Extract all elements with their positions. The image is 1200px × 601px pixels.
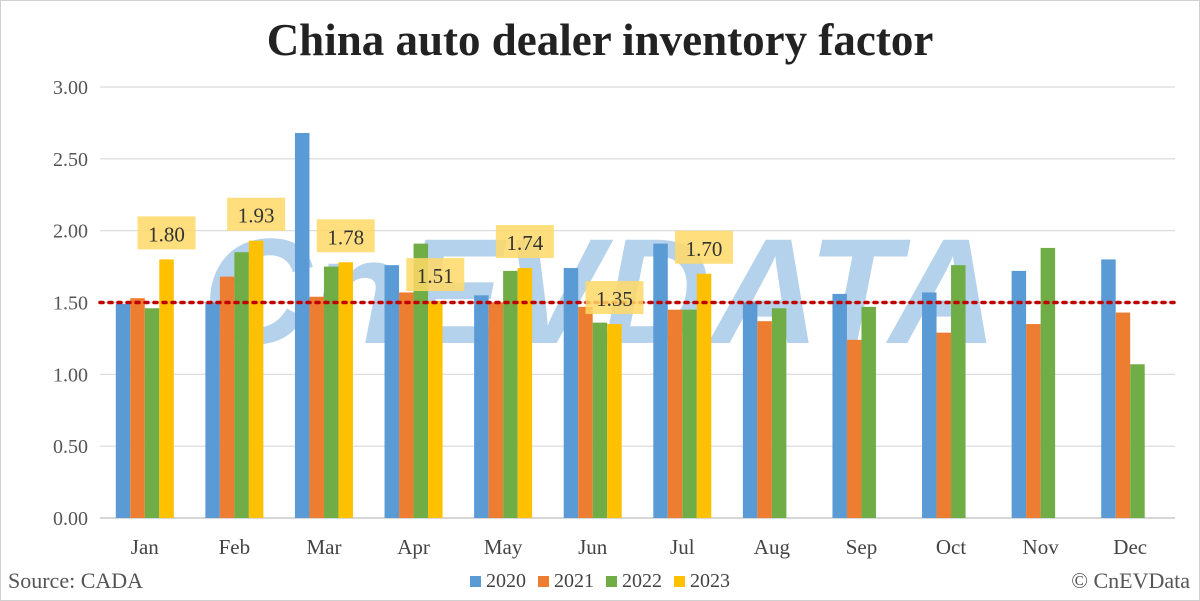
data-label: 1.80: [148, 222, 185, 246]
bar-2020-Mar: [294, 132, 310, 518]
bar-2021-Mar: [309, 296, 324, 518]
bar-2023-May: [517, 268, 533, 518]
legend-label: 2022: [622, 570, 662, 592]
bar-2021-Aug: [757, 321, 772, 518]
bar-2021-Feb: [219, 276, 235, 518]
y-tick-label: 1.50: [53, 293, 88, 315]
bar-2020-Aug: [742, 302, 758, 518]
source-note: Source: CADA: [8, 568, 144, 593]
bar-2022-Dec: [1130, 364, 1145, 518]
bar-2022-Mar: [323, 266, 339, 518]
bar-2021-Oct: [936, 332, 952, 518]
copyright-note: © CnEVData: [1071, 568, 1190, 593]
data-label: 1.93: [238, 204, 275, 228]
bar-2023-Jan: [159, 259, 174, 518]
bar-2021-Nov: [1026, 324, 1041, 518]
bar-2020-Apr: [384, 265, 400, 518]
bar-2022-Feb: [234, 252, 249, 518]
legend-swatch: [606, 576, 617, 587]
bar-2021-Sep: [846, 339, 862, 518]
x-tick-label: Dec: [1113, 535, 1147, 559]
x-tick-label: Nov: [1023, 535, 1060, 559]
data-label: 1.35: [596, 287, 633, 311]
y-tick-label: 2.50: [53, 149, 88, 171]
legend-item-2020: 2020: [470, 570, 526, 592]
data-label-box: [316, 219, 375, 253]
x-tick-label: Oct: [936, 535, 966, 559]
x-tick-label: Apr: [397, 535, 430, 559]
data-label: 1.74: [507, 231, 544, 255]
legend-item-2021: 2021: [538, 570, 594, 592]
data-label-box: [675, 230, 734, 264]
bar-2022-Apr: [413, 243, 429, 518]
x-tick-label: Sep: [846, 535, 878, 559]
data-label: 1.51: [417, 264, 454, 288]
bar-2021-Jan: [130, 298, 145, 518]
bar-2020-Jun: [563, 268, 579, 518]
bar-2023-Jun: [607, 324, 622, 518]
legend-item-2022: 2022: [606, 570, 662, 592]
bar-2022-Sep: [861, 306, 876, 518]
bar-2021-Dec: [1115, 312, 1131, 518]
bar-2020-Dec: [1101, 259, 1116, 518]
data-label-box: [495, 225, 554, 259]
data-label-box: [406, 258, 465, 292]
legend-label: 2023: [690, 570, 730, 592]
bar-2023-Mar: [338, 262, 353, 518]
legend-item-2023: 2023: [674, 570, 730, 592]
legend: 2020 2021 2022 2023: [0, 570, 1200, 593]
bar-2020-Sep: [832, 293, 847, 518]
chart-title: China auto dealer inventory factor: [266, 15, 934, 65]
bar-2022-Jun: [592, 322, 608, 518]
x-tick-label: Jun: [578, 535, 608, 559]
y-tick-label: 1.00: [53, 364, 88, 386]
data-label-box: [137, 216, 196, 250]
x-tick-label: Aug: [754, 535, 791, 559]
bar-2020-Jul: [653, 243, 668, 518]
x-tick-label: Feb: [219, 535, 251, 559]
legend-swatch: [538, 576, 549, 587]
bar-2021-Jun: [578, 306, 593, 518]
bar-2021-May: [488, 302, 504, 518]
bar-2022-Aug: [771, 308, 787, 518]
legend-swatch: [674, 576, 685, 587]
bar-2023-Apr: [428, 301, 443, 518]
bar-2022-Nov: [1040, 247, 1056, 518]
bar-2022-Jul: [682, 309, 697, 518]
bar-2020-May: [474, 295, 489, 518]
y-tick-label: 2.00: [53, 221, 88, 243]
x-tick-label: Jul: [670, 535, 695, 559]
y-tick-label: 0.50: [53, 436, 88, 458]
data-label-box: [227, 197, 286, 231]
bar-2022-Jan: [144, 308, 160, 518]
bar-2021-Jul: [667, 309, 683, 518]
x-tick-label: May: [484, 535, 523, 559]
bar-2022-May: [503, 270, 518, 518]
bar-2020-Jan: [115, 303, 131, 518]
bar-2020-Feb: [205, 302, 220, 518]
x-tick-label: Mar: [306, 535, 341, 559]
bar-2023-Feb: [248, 240, 264, 518]
data-label: 1.78: [327, 225, 364, 249]
bar-2021-Apr: [399, 292, 414, 518]
legend-label: 2020: [486, 570, 526, 592]
data-label-box: [585, 281, 644, 315]
bar-2023-Jul: [696, 273, 712, 518]
data-label: 1.70: [686, 237, 723, 261]
legend-label: 2021: [554, 570, 594, 592]
legend-swatch: [470, 576, 481, 587]
y-tick-label: 3.00: [53, 77, 88, 99]
bar-2022-Oct: [951, 265, 966, 518]
bar-2020-Nov: [1011, 270, 1027, 518]
x-tick-label: Jan: [131, 535, 159, 559]
y-tick-label: 0.00: [53, 508, 88, 530]
bar-2020-Oct: [922, 292, 937, 518]
